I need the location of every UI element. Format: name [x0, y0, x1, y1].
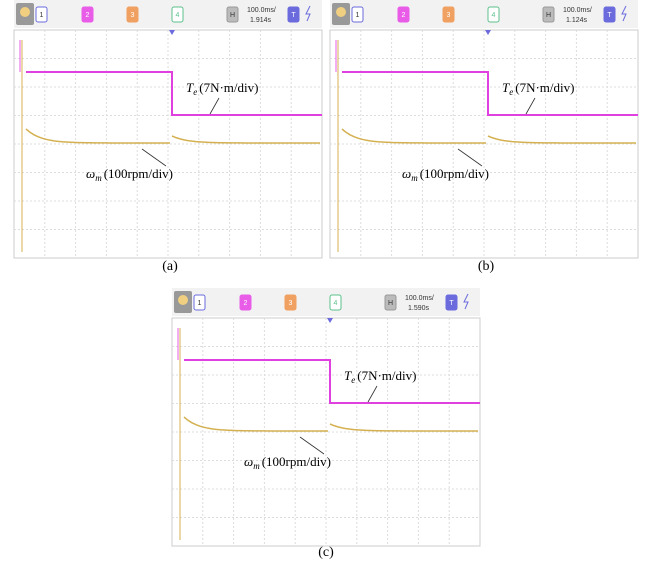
timebase: 100.0ms/ — [563, 7, 592, 14]
subscript: m — [253, 461, 260, 471]
toolbar — [14, 0, 322, 28]
channel-label: 1 — [40, 12, 44, 19]
symbol: ω — [244, 454, 253, 469]
channel-label: T — [291, 12, 296, 19]
symbol: ω — [402, 166, 411, 181]
channel-label: H — [546, 12, 551, 19]
unit: (7N·m/div) — [515, 80, 574, 95]
channel-label: H — [388, 300, 393, 307]
symbol: ω — [86, 166, 95, 181]
caption: (b) — [478, 259, 495, 274]
subscript: m — [411, 173, 418, 183]
subscript: e — [193, 87, 197, 97]
channel-label: 2 — [244, 300, 248, 307]
channel-label: 3 — [289, 300, 293, 307]
channel-label: 2 — [402, 12, 406, 19]
channel-label: 4 — [334, 300, 338, 307]
timebase: 100.0ms/ — [405, 295, 434, 302]
channel-label: T — [449, 300, 454, 307]
unit: (7N·m/div) — [357, 368, 416, 383]
subscript: e — [509, 87, 513, 97]
unit: (100rpm/div) — [420, 166, 489, 181]
caption: (c) — [318, 545, 334, 560]
channel-label: 2 — [86, 12, 90, 19]
channel-label: 4 — [492, 12, 496, 19]
settings-gear — [178, 295, 188, 305]
subscript: e — [351, 375, 355, 385]
channel-label: H — [230, 12, 235, 19]
caption: (a) — [162, 259, 178, 274]
unit: (100rpm/div) — [262, 454, 331, 469]
timebase: 100.0ms/ — [247, 7, 276, 14]
channel-label: 1 — [356, 12, 360, 19]
channel-label: 1 — [198, 300, 202, 307]
channel-label: 3 — [447, 12, 451, 19]
subscript: m — [95, 173, 102, 183]
unit: (100rpm/div) — [104, 166, 173, 181]
channel-label: 3 — [131, 12, 135, 19]
trigger-time: 1.914s — [250, 17, 272, 24]
channel-label: T — [607, 12, 612, 19]
trigger-time: 1.590s — [408, 305, 430, 312]
figure: 1234HT100.0ms/1.914sTe(7N·m/div)ωm(100rp… — [0, 0, 647, 569]
trigger-time: 1.124s — [566, 17, 588, 24]
settings-gear — [336, 7, 346, 17]
settings-gear — [20, 7, 30, 17]
channel-label: 4 — [176, 12, 180, 19]
unit: (7N·m/div) — [199, 80, 258, 95]
toolbar — [172, 288, 480, 316]
toolbar — [330, 0, 638, 28]
